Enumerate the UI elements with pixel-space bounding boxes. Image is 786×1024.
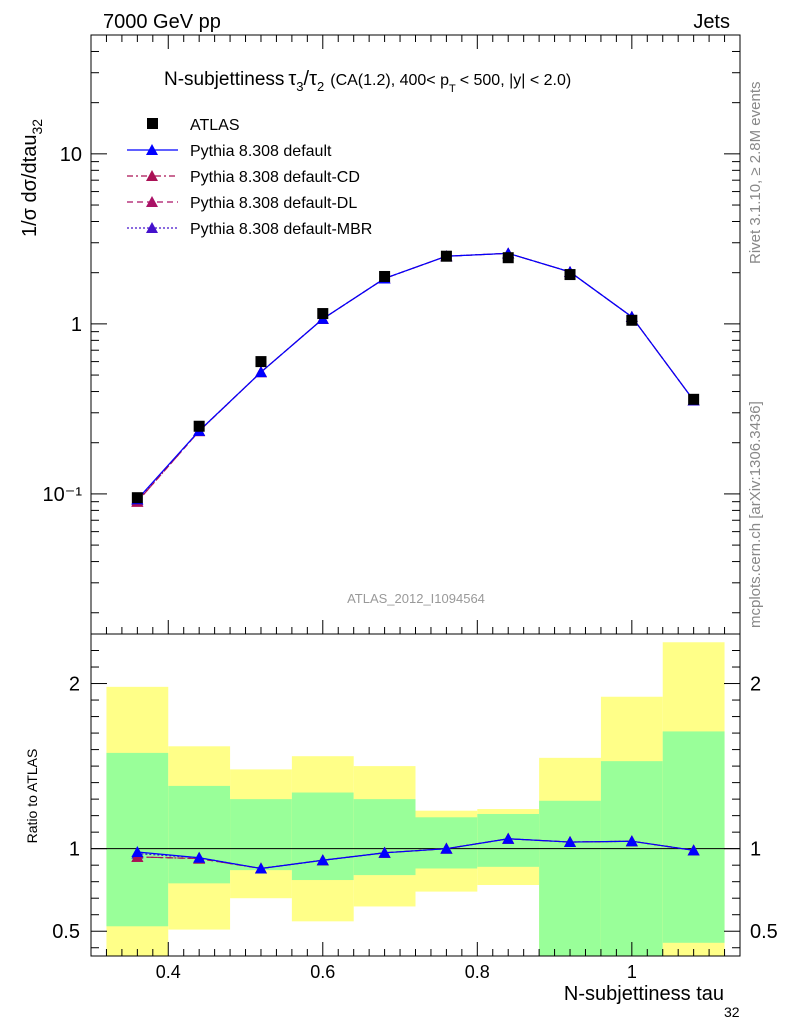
legend: ATLAS Pythia 8.308 default Pythia 8.308 de… — [127, 117, 372, 238]
ratio-point — [502, 832, 515, 844]
ratio-y-tick-label: 1 — [69, 839, 80, 861]
inner-band-bin — [168, 785, 231, 884]
header-right: Jets — [693, 11, 730, 33]
ratio-point — [687, 844, 700, 856]
ratio-y-axis-label: Ratio to ATLAS — [24, 749, 40, 844]
ratio-point — [254, 862, 267, 874]
inner-band-bin — [539, 800, 601, 956]
inner-band-bin — [230, 799, 292, 871]
rivet-label: Rivet 3.1.10, ≥ 2.8M events — [747, 82, 764, 265]
series-line — [136, 252, 695, 503]
y-axis-label-sub: 32 — [29, 119, 45, 135]
ratio-point — [564, 836, 577, 848]
data-point — [131, 492, 143, 504]
x-tick-label: 0.4 — [156, 962, 181, 982]
main-frame — [90, 34, 741, 635]
chart-title: N-subjettiness τ3/τ2 (CA(1.2), 400< pT < 50… — [164, 68, 571, 95]
y-axis-label-text: 1/σ dσ/dtau — [19, 135, 41, 238]
data-point — [255, 356, 267, 368]
y-tick-label: 10 — [60, 144, 82, 166]
data-point — [317, 308, 329, 320]
ratio-point — [625, 835, 638, 847]
inner-band-bin — [106, 752, 169, 927]
data-point — [379, 270, 391, 282]
series-point — [254, 366, 267, 378]
ratio-bands — [91, 642, 740, 956]
ratio-y-tick-label-right: 2 — [750, 674, 761, 696]
legend-label: ATLAS — [190, 117, 240, 134]
inner-band-bin — [600, 761, 663, 956]
ratio-point — [316, 854, 329, 866]
inner-band-bin — [291, 792, 354, 881]
y-axis-label: 1/σ dσ/dtau32 — [19, 119, 45, 237]
ratio-point — [193, 851, 206, 863]
title-cuts: (CA(1.2), 400< p — [330, 72, 449, 89]
title-main: N-subjettiness — [164, 69, 284, 90]
data-point — [688, 393, 700, 405]
inner-band-bin — [353, 799, 416, 876]
legend-label: Pythia 8.308 default — [190, 143, 332, 160]
ratio-point — [440, 842, 453, 854]
mcplots-label: mcplots.cern.ch [arXiv:1306.3436] — [747, 401, 764, 628]
legend-marker — [146, 144, 158, 155]
x-tick-label: 1 — [627, 962, 637, 982]
y-tick-label: 10⁻¹ — [43, 484, 83, 506]
ratio-y-tick-label-right: 0.5 — [750, 921, 778, 943]
header-left: 7000 GeV pp — [103, 11, 221, 33]
x-axis-label-text: N-subjettiness tau — [564, 983, 724, 1005]
legend-marker — [146, 170, 158, 181]
data-point — [502, 252, 514, 264]
axis-ticks: 0.4 0.6 0.8 1 10⁻¹ 1 10 0.5 0.5 1 1 2 2 — [43, 34, 778, 982]
ratio-y-tick-label-right: 1 — [750, 839, 761, 861]
data-series — [131, 247, 700, 874]
legend-marker-data — [147, 118, 158, 129]
series-line — [136, 252, 695, 501]
x-axis-label-sub: 32 — [724, 1004, 740, 1020]
legend-marker — [146, 196, 158, 207]
data-point — [564, 269, 576, 281]
ratio-point — [378, 846, 391, 858]
series-line — [136, 252, 695, 500]
legend-label: Pythia 8.308 default-MBR — [190, 221, 372, 238]
data-point — [626, 314, 638, 326]
x-tick-label: 0.6 — [310, 962, 335, 982]
title-cuts-sub: T — [449, 83, 456, 95]
ratio-y-tick-label: 0.5 — [52, 921, 80, 943]
title-cuts-end: < 500, |y| < 2.0) — [460, 72, 572, 89]
ratio-y-tick-label: 2 — [69, 674, 80, 696]
series-line — [136, 252, 695, 503]
legend-marker — [146, 222, 158, 233]
ratio-point — [131, 845, 144, 857]
legend-label: Pythia 8.308 default-CD — [190, 169, 360, 186]
data-point — [193, 420, 205, 432]
legend-label: Pythia 8.308 default-DL — [190, 195, 357, 212]
ratio-line — [137, 838, 694, 870]
data-point — [440, 250, 452, 262]
x-tick-label: 0.8 — [465, 962, 490, 982]
inner-band-bin — [662, 731, 725, 943]
y-tick-label: 1 — [71, 314, 82, 336]
analysis-watermark: ATLAS_2012_I1094564 — [347, 591, 485, 606]
x-axis-label: N-subjettiness tau — [564, 983, 724, 1005]
